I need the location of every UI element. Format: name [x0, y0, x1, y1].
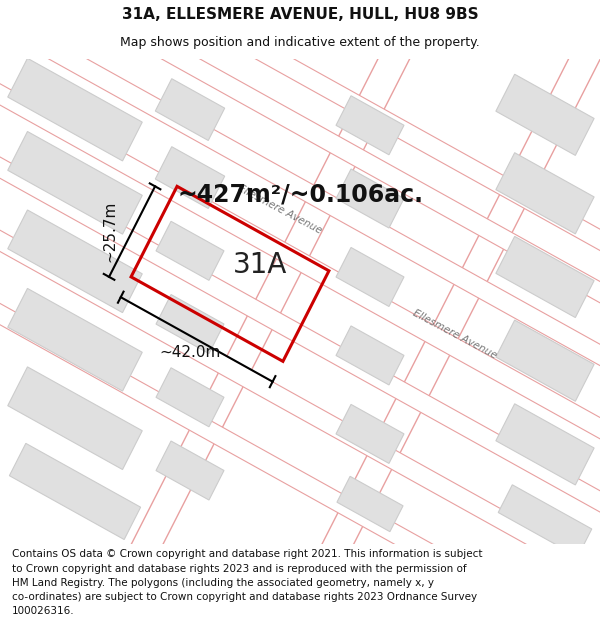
- Text: Ellesmere Avenue: Ellesmere Avenue: [412, 308, 499, 361]
- Polygon shape: [496, 404, 594, 485]
- Polygon shape: [496, 74, 594, 156]
- Text: to Crown copyright and database rights 2023 and is reproduced with the permissio: to Crown copyright and database rights 2…: [12, 564, 467, 574]
- Polygon shape: [8, 131, 142, 234]
- Text: Map shows position and indicative extent of the property.: Map shows position and indicative extent…: [120, 36, 480, 49]
- Polygon shape: [0, 56, 600, 625]
- Text: Ellesmere Avenue: Ellesmere Avenue: [236, 182, 323, 236]
- Polygon shape: [114, 0, 600, 625]
- Polygon shape: [8, 210, 142, 312]
- Polygon shape: [155, 147, 225, 209]
- Polygon shape: [0, 129, 600, 625]
- Polygon shape: [336, 404, 404, 463]
- Text: Contains OS data © Crown copyright and database right 2021. This information is : Contains OS data © Crown copyright and d…: [12, 549, 482, 559]
- Text: co-ordinates) are subject to Crown copyright and database rights 2023 Ordnance S: co-ordinates) are subject to Crown copyr…: [12, 592, 477, 602]
- Polygon shape: [156, 368, 224, 427]
- Polygon shape: [336, 169, 404, 228]
- Polygon shape: [496, 152, 594, 234]
- Polygon shape: [337, 476, 403, 532]
- Polygon shape: [336, 96, 404, 155]
- Polygon shape: [156, 441, 224, 500]
- Text: ~25.7m: ~25.7m: [103, 201, 118, 262]
- Text: 31A, ELLESMERE AVENUE, HULL, HU8 9BS: 31A, ELLESMERE AVENUE, HULL, HU8 9BS: [122, 8, 478, 22]
- Polygon shape: [156, 294, 224, 354]
- Text: 100026316.: 100026316.: [12, 606, 74, 616]
- Polygon shape: [0, 0, 600, 425]
- Polygon shape: [10, 443, 140, 539]
- Text: 31A: 31A: [233, 251, 287, 279]
- Text: ~42.0m: ~42.0m: [160, 345, 221, 360]
- Polygon shape: [0, 0, 600, 478]
- Polygon shape: [155, 79, 225, 141]
- Polygon shape: [496, 236, 594, 318]
- Polygon shape: [498, 485, 592, 557]
- Polygon shape: [336, 326, 404, 385]
- Polygon shape: [8, 288, 142, 391]
- Text: HM Land Registry. The polygons (including the associated geometry, namely x, y: HM Land Registry. The polygons (includin…: [12, 578, 434, 588]
- Polygon shape: [496, 320, 594, 401]
- Polygon shape: [8, 367, 142, 469]
- Text: ~427m²/~0.106ac.: ~427m²/~0.106ac.: [177, 183, 423, 207]
- Polygon shape: [8, 58, 142, 161]
- Polygon shape: [336, 248, 404, 306]
- Polygon shape: [156, 221, 224, 281]
- Polygon shape: [0, 0, 600, 540]
